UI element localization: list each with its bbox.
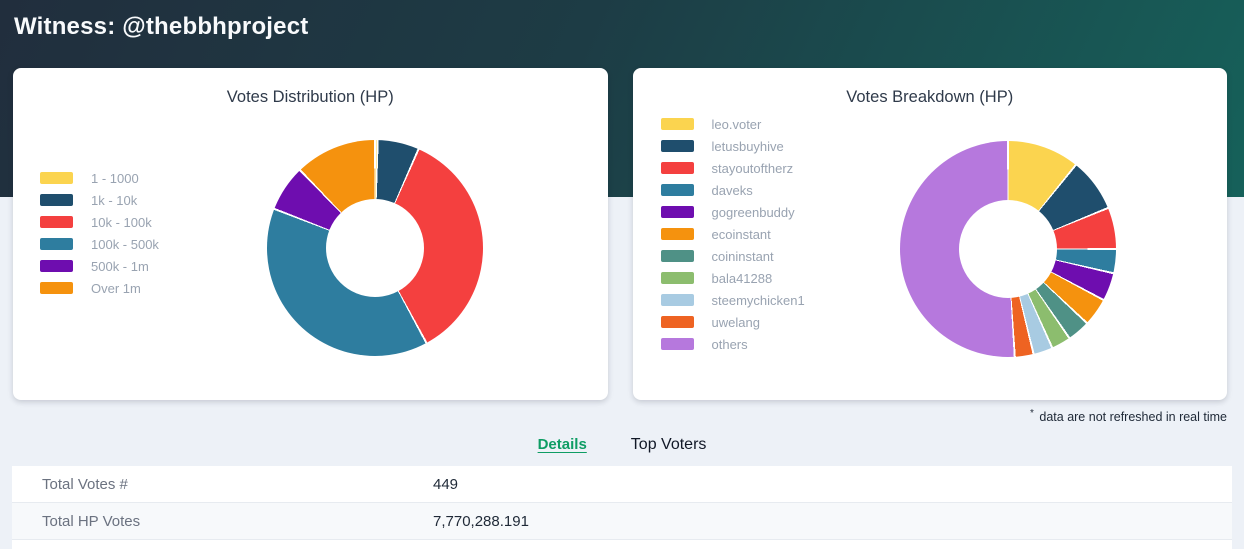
legend-label: 100k - 500k [91, 236, 159, 252]
legend-swatch [660, 140, 694, 152]
footnote-asterisk: * [1030, 408, 1034, 419]
votes-distribution-card: Votes Distribution (HP) 1 - 1000 1k - 10k… [13, 68, 608, 400]
legend-swatch [660, 206, 694, 218]
legend-label: bala41288 [711, 270, 773, 286]
legend-swatch [660, 294, 694, 306]
row-value: 7,770,288.191 [433, 512, 529, 530]
tab-details[interactable]: Details [537, 436, 587, 453]
legend-item[interactable]: others [660, 333, 805, 355]
legend-item[interactable]: 10k - 100k [40, 211, 159, 233]
legend-item[interactable]: 100k - 500k [40, 233, 159, 255]
legend-item[interactable]: Over 1m [40, 277, 159, 299]
legend-label: 10k - 100k [91, 214, 152, 230]
table-row: Total Votes # 449 [12, 466, 1232, 503]
legend-swatch [40, 238, 73, 250]
votes-distribution-legend: 1 - 1000 1k - 10k 10k - 100k 100k - 500k 500… [40, 167, 159, 299]
legend-label: letusbuyhive [711, 138, 784, 154]
legend-item[interactable]: 1 - 1000 [40, 167, 159, 189]
tab-top-voters[interactable]: Top Voters [630, 436, 707, 453]
legend-swatch [660, 338, 694, 350]
legend-label: coininstant [711, 248, 774, 264]
legend-swatch [40, 260, 73, 272]
legend-item[interactable]: coininstant [660, 245, 805, 267]
legend-label: leo.voter [711, 116, 762, 132]
votes-breakdown-card: Votes Breakdown (HP) leo.voter letusbuyhi… [632, 68, 1227, 400]
legend-label: 1k - 10k [91, 192, 138, 208]
legend-swatch [660, 184, 694, 196]
refresh-footnote: * data are not refreshed in real time [1030, 408, 1227, 424]
legend-item[interactable]: uwelang [660, 311, 805, 333]
legend-item[interactable]: stayoutoftherz [660, 157, 805, 179]
legend-swatch [40, 172, 73, 184]
legend-item[interactable]: letusbuyhive [660, 135, 805, 157]
row-value: 449 [433, 475, 459, 493]
legend-swatch [40, 216, 73, 228]
legend-swatch [40, 194, 73, 206]
votes-distribution-title: Votes Distribution (HP) [226, 88, 394, 106]
votes-breakdown-donut[interactable] [899, 141, 1116, 357]
legend-item[interactable]: steemychicken1 [660, 289, 805, 311]
legend-label: uwelang [711, 314, 760, 330]
details-table: Total Votes # 449 Total HP Votes 7,770,288.… [12, 466, 1232, 549]
legend-item[interactable]: bala41288 [660, 267, 805, 289]
legend-label: ecoinstant [711, 226, 771, 242]
votes-breakdown-title: Votes Breakdown (HP) [846, 88, 1014, 106]
legend-label: stayoutoftherz [711, 160, 794, 176]
table-row: Total HP Votes 7,770,288.191 [12, 503, 1232, 540]
legend-label: gogreenbuddy [711, 204, 795, 220]
votes-breakdown-legend: leo.voter letusbuyhive stayoutoftherz davek… [660, 113, 805, 355]
page-title: Witness: @thebbhproject [14, 13, 309, 40]
legend-item[interactable]: 1k - 10k [40, 189, 159, 211]
legend-label: others [711, 336, 748, 352]
legend-label: 500k - 1m [91, 258, 149, 274]
legend-swatch [660, 118, 694, 130]
legend-swatch [660, 250, 694, 262]
legend-swatch [660, 162, 694, 174]
legend-item[interactable]: 500k - 1m [40, 255, 159, 277]
tab-bar: Details Top Voters [0, 436, 1244, 454]
legend-item[interactable]: leo.voter [660, 113, 805, 135]
footnote-text: data are not refreshed in real time [1035, 410, 1227, 425]
votes-distribution-donut[interactable] [267, 140, 483, 356]
charts-row: Votes Distribution (HP) 1 - 1000 1k - 10k… [13, 68, 1227, 400]
legend-swatch [660, 272, 694, 284]
legend-item[interactable]: daveks [660, 179, 805, 201]
legend-item[interactable]: ecoinstant [660, 223, 805, 245]
legend-swatch [660, 316, 694, 328]
legend-swatch [660, 228, 694, 240]
legend-label: steemychicken1 [711, 292, 805, 308]
donut-hole [958, 200, 1057, 298]
row-label: Total HP Votes [42, 512, 141, 530]
donut-hole [326, 199, 424, 297]
legend-swatch [40, 282, 73, 294]
legend-item[interactable]: gogreenbuddy [660, 201, 805, 223]
row-label: Total Votes # [42, 475, 128, 493]
legend-label: daveks [711, 182, 753, 198]
legend-label: 1 - 1000 [91, 170, 139, 186]
legend-label: Over 1m [91, 280, 141, 296]
